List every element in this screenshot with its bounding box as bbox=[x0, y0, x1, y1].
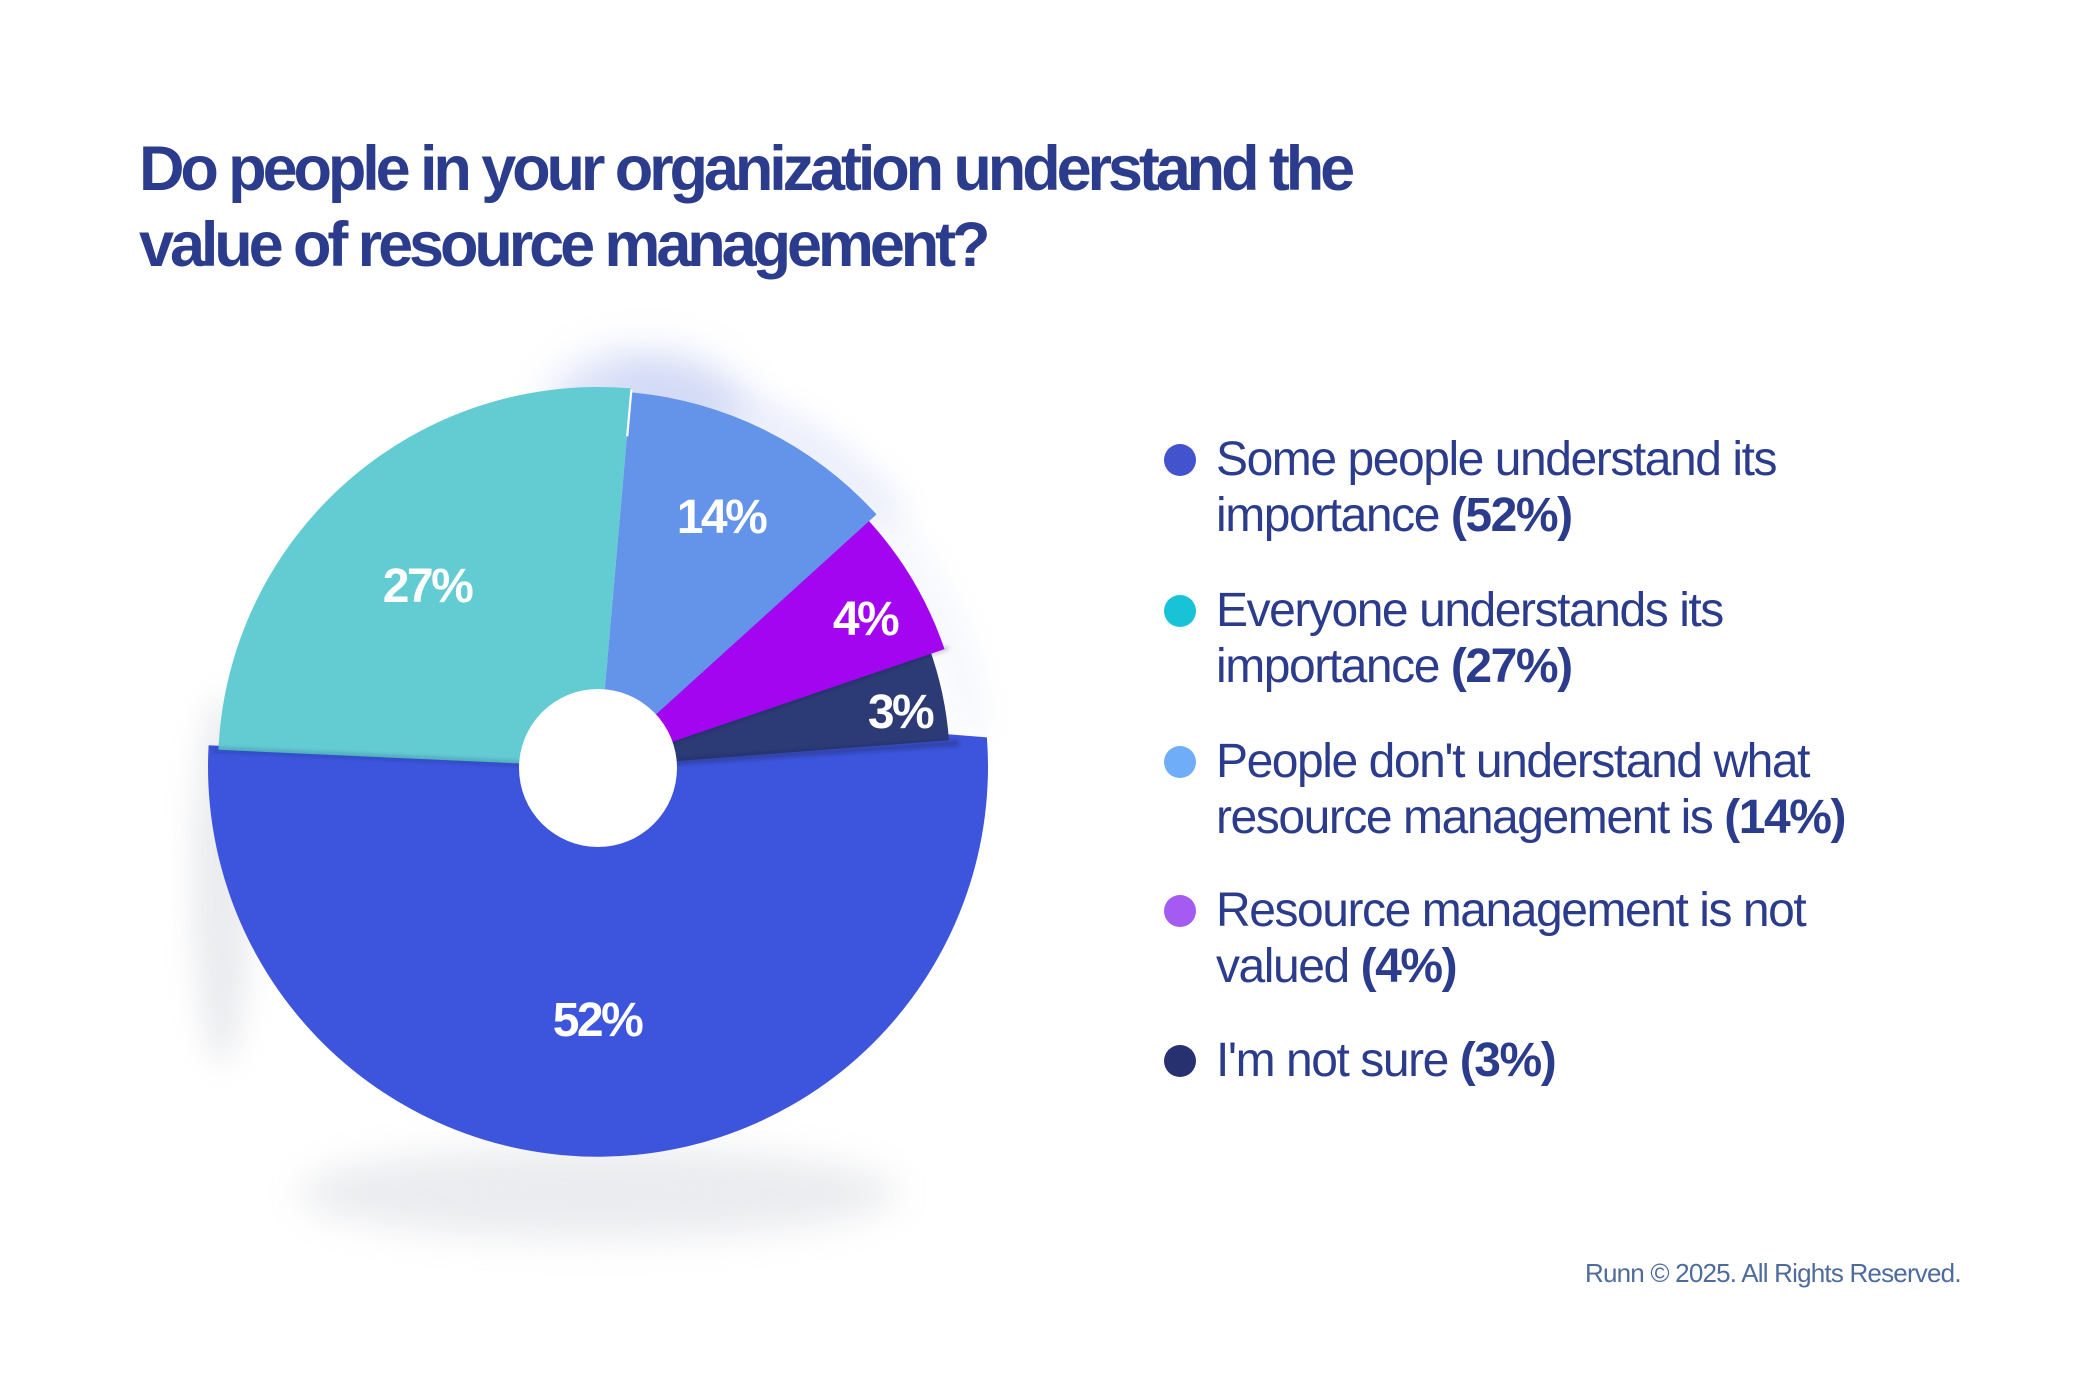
svg-text:3%: 3% bbox=[868, 686, 934, 739]
svg-text:52%: 52% bbox=[553, 994, 643, 1047]
svg-text:4%: 4% bbox=[833, 593, 899, 646]
svg-text:14%: 14% bbox=[677, 491, 767, 544]
svg-text:27%: 27% bbox=[383, 560, 473, 613]
